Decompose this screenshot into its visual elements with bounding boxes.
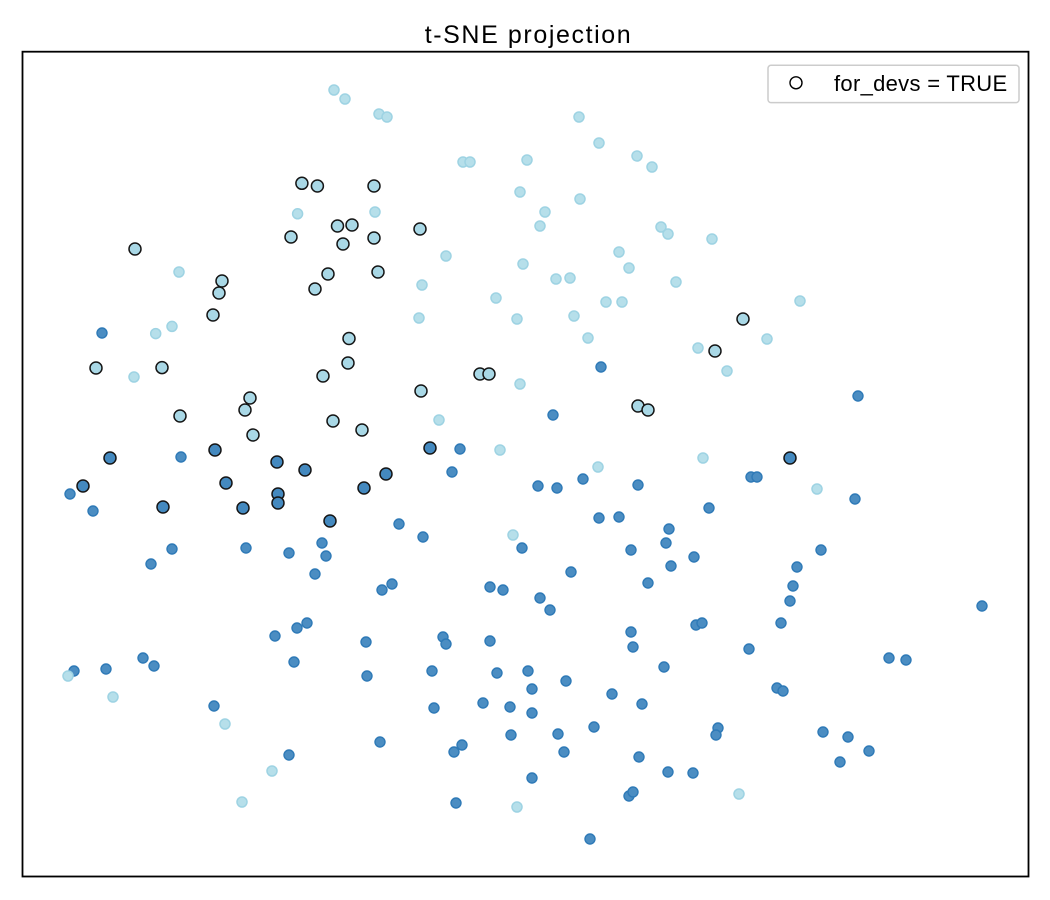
svg-text:for_devs = TRUE: for_devs = TRUE [834,71,1007,96]
svg-text:t-SNE projection: t-SNE projection [425,21,633,49]
